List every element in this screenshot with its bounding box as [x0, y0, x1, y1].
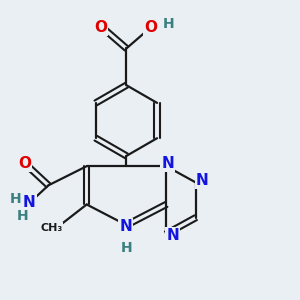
Text: N: N: [196, 173, 208, 188]
Text: N: N: [166, 228, 179, 243]
Text: H: H: [9, 192, 21, 206]
Text: H: H: [163, 17, 174, 31]
Text: N: N: [161, 156, 174, 171]
Text: N: N: [119, 219, 132, 234]
Text: O: O: [94, 20, 107, 35]
Text: CH₃: CH₃: [40, 223, 62, 233]
Text: H: H: [121, 241, 133, 255]
Text: N: N: [23, 195, 36, 210]
Text: O: O: [144, 20, 158, 35]
Text: O: O: [18, 156, 32, 171]
Text: H: H: [17, 209, 28, 223]
